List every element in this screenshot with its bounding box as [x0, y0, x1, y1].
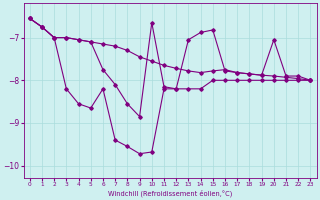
X-axis label: Windchill (Refroidissement éolien,°C): Windchill (Refroidissement éolien,°C) [108, 189, 232, 197]
